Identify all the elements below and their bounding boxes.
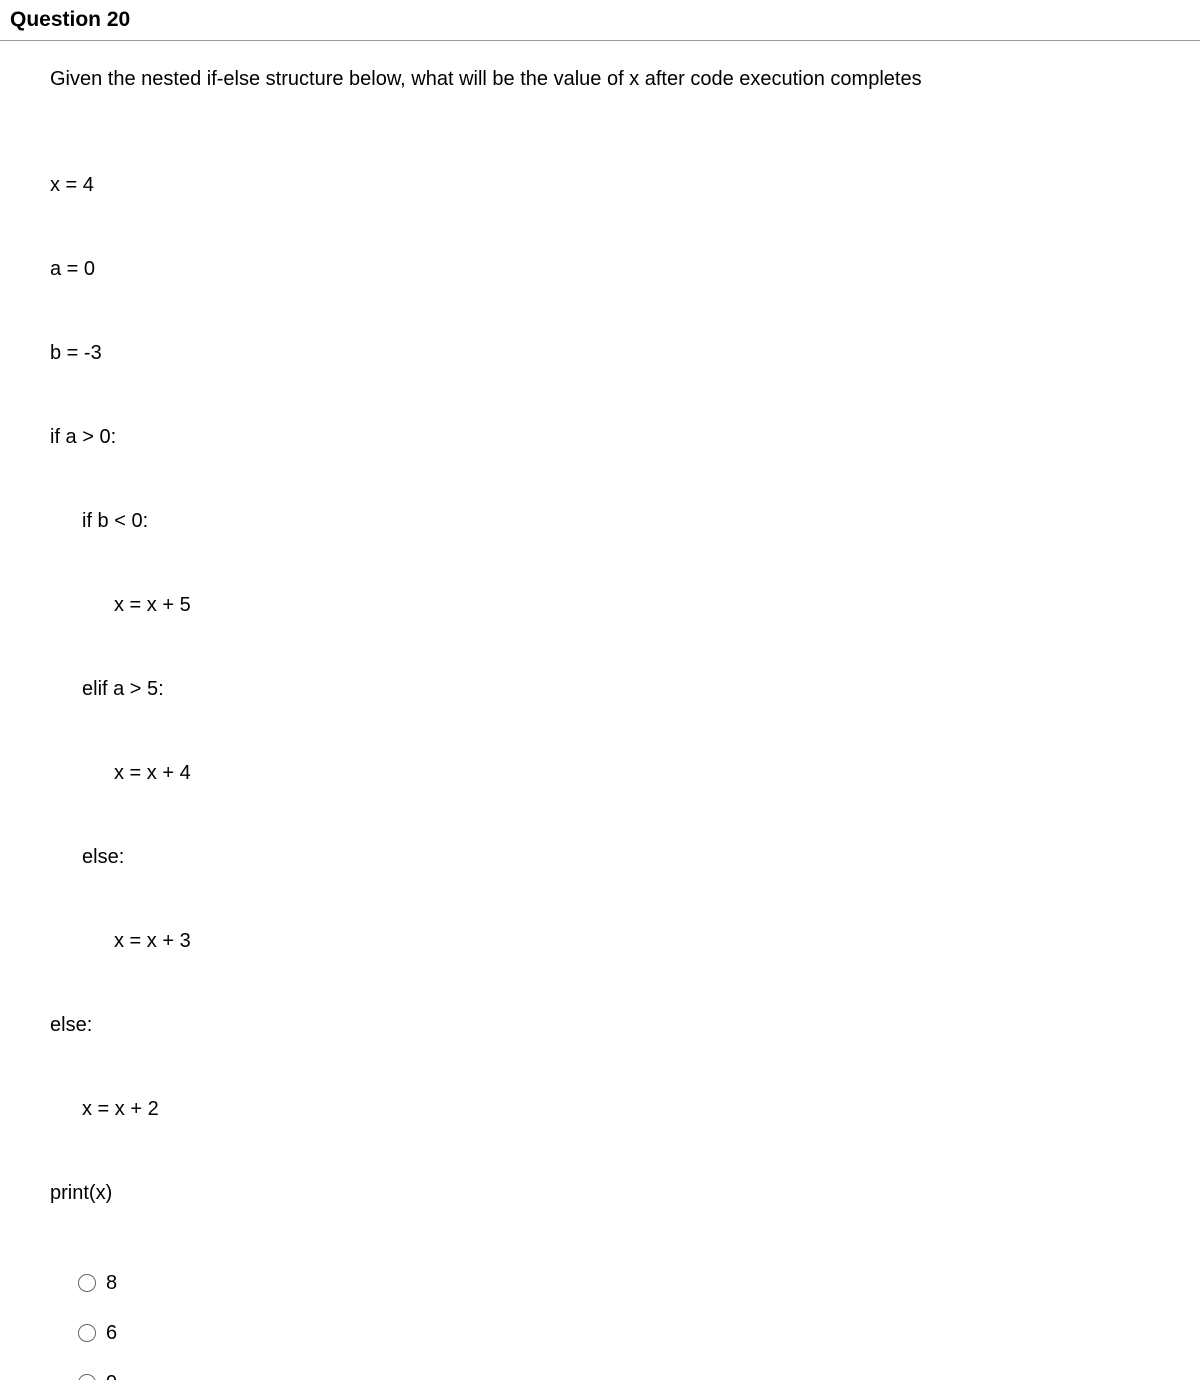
- code-line: else:: [50, 1011, 1190, 1039]
- question-body: Given the nested if-else structure below…: [0, 41, 1200, 1380]
- code-line: x = x + 5: [50, 591, 1190, 619]
- option-row[interactable]: 9: [50, 1365, 1190, 1380]
- option-label: 9: [106, 1369, 117, 1380]
- code-line: x = x + 4: [50, 759, 1190, 787]
- option-label: 6: [106, 1319, 117, 1347]
- code-line: elif a > 5:: [50, 675, 1190, 703]
- code-line: print(x): [50, 1179, 1190, 1207]
- options-list: 8 6 9 7: [50, 1265, 1190, 1380]
- option-radio[interactable]: [78, 1324, 96, 1342]
- option-label: 8: [106, 1269, 117, 1297]
- option-row[interactable]: 6: [50, 1315, 1190, 1351]
- code-line: x = x + 3: [50, 927, 1190, 955]
- code-line: x = x + 2: [50, 1095, 1190, 1123]
- option-radio[interactable]: [78, 1274, 96, 1292]
- question-number: Question 20: [10, 8, 130, 31]
- question-prompt: Given the nested if-else structure below…: [50, 65, 1190, 93]
- code-line: x = 4: [50, 171, 1190, 199]
- question-header: Question 20: [0, 0, 1200, 41]
- code-line: a = 0: [50, 255, 1190, 283]
- code-line: if b < 0:: [50, 507, 1190, 535]
- code-line: b = -3: [50, 339, 1190, 367]
- code-block: x = 4 a = 0 b = -3 if a > 0: if b < 0: x…: [50, 115, 1190, 1263]
- option-row[interactable]: 8: [50, 1265, 1190, 1301]
- code-line: if a > 0:: [50, 423, 1190, 451]
- option-radio[interactable]: [78, 1374, 96, 1380]
- code-line: else:: [50, 843, 1190, 871]
